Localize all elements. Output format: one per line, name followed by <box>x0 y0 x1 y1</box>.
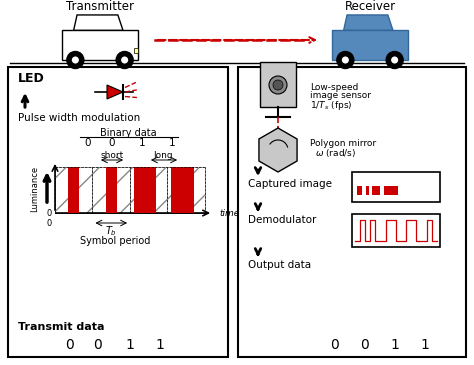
Text: long: long <box>153 150 173 160</box>
Text: $\omega$ (rad/s): $\omega$ (rad/s) <box>315 147 356 159</box>
Polygon shape <box>259 128 297 172</box>
Bar <box>352 172 440 202</box>
Text: Pulse width modulation: Pulse width modulation <box>18 113 140 123</box>
Text: 0: 0 <box>331 338 339 352</box>
Circle shape <box>341 56 350 64</box>
Text: 0: 0 <box>47 208 52 218</box>
Circle shape <box>71 56 80 64</box>
Text: 1: 1 <box>139 138 146 148</box>
Bar <box>357 186 362 195</box>
Bar <box>167 167 205 213</box>
Bar <box>384 186 398 195</box>
Text: 0: 0 <box>361 338 369 352</box>
Text: 0: 0 <box>65 338 74 352</box>
Polygon shape <box>344 15 393 30</box>
Text: Captured image: Captured image <box>248 179 332 189</box>
Text: Binary data: Binary data <box>100 128 156 138</box>
Circle shape <box>116 51 133 69</box>
Text: 1: 1 <box>391 338 400 352</box>
Text: image sensor: image sensor <box>310 92 371 100</box>
Circle shape <box>67 51 84 69</box>
Bar <box>372 186 380 195</box>
Text: 0: 0 <box>47 219 52 227</box>
Text: Transmit data: Transmit data <box>18 322 104 332</box>
Circle shape <box>386 51 403 69</box>
Bar <box>352 214 440 247</box>
Circle shape <box>337 51 354 69</box>
Text: 1: 1 <box>155 338 164 352</box>
Text: Demodulator: Demodulator <box>248 215 316 225</box>
Text: time: time <box>219 208 239 218</box>
Text: 1: 1 <box>420 338 429 352</box>
Bar <box>68 167 79 213</box>
Bar <box>134 48 138 53</box>
Bar <box>8 67 228 357</box>
Bar <box>366 186 369 195</box>
Bar <box>62 30 138 60</box>
Polygon shape <box>107 85 123 99</box>
Bar <box>238 67 466 357</box>
Text: 0: 0 <box>109 138 115 148</box>
Bar <box>260 62 296 107</box>
Text: LED: LED <box>18 72 45 85</box>
Text: Receiver: Receiver <box>345 0 396 14</box>
Text: $1/T_s$ (fps): $1/T_s$ (fps) <box>310 100 353 112</box>
Bar <box>171 167 194 213</box>
Text: Polygon mirror: Polygon mirror <box>310 138 376 147</box>
Circle shape <box>273 80 283 90</box>
Text: Luminance: Luminance <box>30 165 39 212</box>
Bar <box>332 30 408 60</box>
Text: Transmitter: Transmitter <box>66 0 134 14</box>
Bar <box>92 167 130 213</box>
Text: $T_b$: $T_b$ <box>105 224 117 238</box>
Text: Low-speed: Low-speed <box>310 82 358 92</box>
Circle shape <box>391 56 399 64</box>
Polygon shape <box>73 15 123 30</box>
Text: 0: 0 <box>85 138 91 148</box>
Text: Symbol period: Symbol period <box>80 236 150 246</box>
Bar <box>130 167 167 213</box>
Text: Output data: Output data <box>248 260 311 270</box>
Text: short: short <box>100 150 124 160</box>
Bar <box>134 167 156 213</box>
Text: 0: 0 <box>94 338 102 352</box>
Bar <box>55 167 92 213</box>
Text: 1: 1 <box>126 338 135 352</box>
Text: 1: 1 <box>169 138 175 148</box>
Circle shape <box>269 76 287 94</box>
Circle shape <box>120 56 129 64</box>
Bar <box>106 167 117 213</box>
